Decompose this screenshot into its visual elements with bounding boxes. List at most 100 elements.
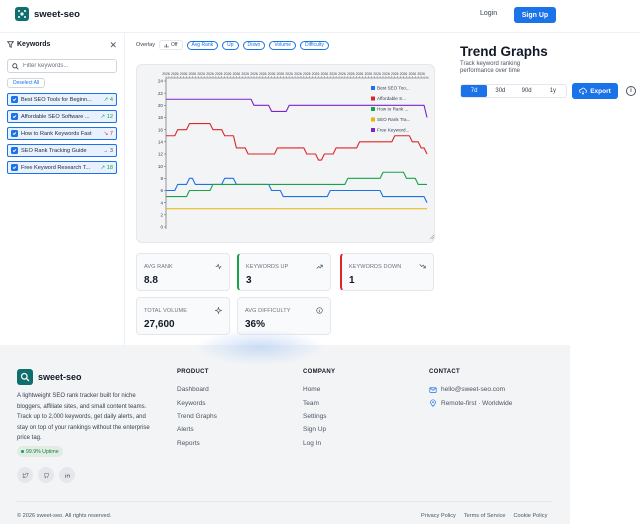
checkbox-checked-icon[interactable] [11, 96, 18, 103]
y-tick-label: 0 [160, 225, 163, 230]
x-tick-label: 2026 [303, 72, 311, 76]
x-tick-label: 2026 [321, 72, 329, 76]
filter-keywords-input[interactable] [23, 63, 113, 69]
cookie-policy-link[interactable]: Cookie Policy [513, 513, 548, 519]
overlay-label: Overlay [136, 42, 155, 48]
x-tick-label: 2026 [312, 72, 320, 76]
info-icon [316, 307, 323, 316]
y-tick-label: 2 [160, 212, 163, 217]
checkbox-checked-icon[interactable] [11, 130, 18, 137]
status-dot-icon [21, 450, 24, 453]
keyword-item[interactable]: Free Keyword Research T... ↗ 18 [7, 161, 117, 174]
filter-icon [7, 41, 14, 48]
brand-mark-icon [15, 7, 29, 21]
export-button[interactable]: Export [572, 83, 618, 99]
x-tick-label: 2026 [197, 72, 205, 76]
sidebar-title: Keywords [17, 41, 51, 48]
trending-up-icon [316, 263, 323, 272]
series-line [166, 123, 428, 161]
x-tick-label: 2026 [347, 72, 355, 76]
login-link[interactable]: Login [480, 10, 498, 17]
page-subtitle: Track keyword ranking performance over t… [460, 61, 521, 74]
footer-link-dashboard[interactable]: Dashboard [177, 386, 209, 394]
footer-product-column: PRODUCT Dashboard Keywords Trend Graphs … [177, 369, 217, 450]
keyword-name: How to Rank Keywords Fast [21, 130, 92, 137]
privacy-policy-link[interactable]: Privacy Policy [421, 513, 456, 519]
signup-button[interactable]: Sign Up [514, 7, 556, 23]
range-30d[interactable]: 30d [495, 88, 506, 94]
terms-of-service-link[interactable]: Terms of Service [463, 513, 506, 519]
overlay-state: Off [170, 42, 178, 48]
metric-pill-up[interactable]: Up [222, 40, 239, 50]
info-icon[interactable]: i [626, 86, 636, 96]
legend-swatch [371, 128, 375, 132]
y-tick-label: 20 [158, 103, 164, 108]
bar-chart-icon [164, 43, 169, 47]
close-sidebar-icon[interactable]: ✕ [109, 40, 117, 50]
metric-pill-down[interactable]: Down [242, 40, 266, 50]
keyword-item[interactable]: Affordable SEO Software ... ↗ 12 [7, 110, 117, 123]
series-line [166, 171, 427, 198]
footer-link-team[interactable]: Team [303, 399, 319, 407]
footer-email-row[interactable]: hello@sweet-seo.com [429, 383, 512, 396]
footer-heading: CONTACT [429, 369, 460, 375]
page-title: Trend Graphs [460, 44, 548, 59]
footer-link-reports[interactable]: Reports [177, 439, 200, 447]
legend-swatch [371, 86, 375, 90]
legend-label: How to Rank ... [377, 107, 408, 112]
keyword-item[interactable]: SEO Rank Tracking Guide → 3 [7, 144, 117, 157]
footer-brand-name: sweet-seo [38, 372, 82, 382]
footer-link-log-in[interactable]: Log In [303, 439, 322, 447]
footer-link-keywords[interactable]: Keywords [177, 399, 206, 407]
range-90d[interactable]: 90d [521, 88, 532, 94]
y-tick-label: 14 [158, 139, 164, 144]
footer-link-sign-up[interactable]: Sign Up [303, 426, 327, 434]
footer-link-settings[interactable]: Settings [303, 412, 327, 420]
filter-keywords-field [7, 59, 117, 73]
overlay-toggle[interactable]: Off [158, 40, 183, 50]
range-selector: 7d 30d 90d 1y [460, 84, 567, 98]
stat-label: AVG DIFFICULTY [245, 308, 291, 314]
github-icon[interactable] [38, 467, 54, 483]
checkbox-checked-icon[interactable] [11, 147, 18, 154]
footer-link-trend-graphs[interactable]: Trend Graphs [177, 412, 217, 420]
range-7d[interactable]: 7d [461, 85, 488, 97]
x-tick-label: 2026 [365, 72, 373, 76]
site-footer: sweet-seo A lightweight SEO rank tracker… [0, 329, 570, 524]
stat-card-keywords-up: KEYWORDS UP 3 [237, 253, 331, 291]
brand-logo[interactable]: sweet-seo [15, 7, 80, 21]
metric-pill-avg-rank[interactable]: Avg Rank [186, 40, 219, 50]
twitter-icon[interactable] [17, 467, 33, 483]
stat-card-total-volume: TOTAL VOLUME 27,600 [136, 297, 230, 335]
keyword-trend: ↘ 7 [103, 130, 113, 137]
footer-link-alerts[interactable]: Alerts [177, 426, 194, 434]
range-1y[interactable]: 1y [549, 88, 557, 94]
footer-glow [195, 329, 325, 365]
mail-icon [429, 387, 437, 393]
y-tick-label: 4 [160, 200, 163, 205]
deselect-all-button[interactable]: Deselect All [7, 78, 46, 88]
cloud-download-icon [579, 87, 588, 95]
keyword-trend: ↗ 12 [100, 113, 113, 120]
keyword-item[interactable]: Best SEO Tools for Beginn... ↗ 4 [7, 93, 117, 106]
stat-value: 1 [349, 275, 355, 286]
x-tick-label: 2026 [382, 72, 390, 76]
metric-pill-difficulty[interactable]: Difficulty [300, 40, 329, 50]
checkbox-checked-icon[interactable] [11, 164, 18, 171]
x-tick-label: 2026 [268, 72, 276, 76]
x-tick-label: 2026 [259, 72, 267, 76]
linkedin-icon[interactable] [59, 467, 75, 483]
sparkle-icon [214, 306, 223, 316]
legend-label: SEO Rank Tra... [377, 117, 410, 122]
keyword-trend: → 3 [102, 147, 113, 154]
footer-link-home[interactable]: Home [303, 386, 321, 394]
y-tick-label: 8 [160, 176, 163, 181]
uptime-text: 99.9% Uptime [26, 448, 59, 455]
keyword-list: Best SEO Tools for Beginn... ↗ 4 Afforda… [7, 93, 117, 178]
metric-pill-volume[interactable]: Volume [269, 40, 297, 50]
checkbox-checked-icon[interactable] [11, 113, 18, 120]
keyword-item[interactable]: How to Rank Keywords Fast ↘ 7 [7, 127, 117, 140]
stat-label: KEYWORDS DOWN [349, 264, 402, 270]
footer-brand[interactable]: sweet-seo [17, 369, 82, 385]
